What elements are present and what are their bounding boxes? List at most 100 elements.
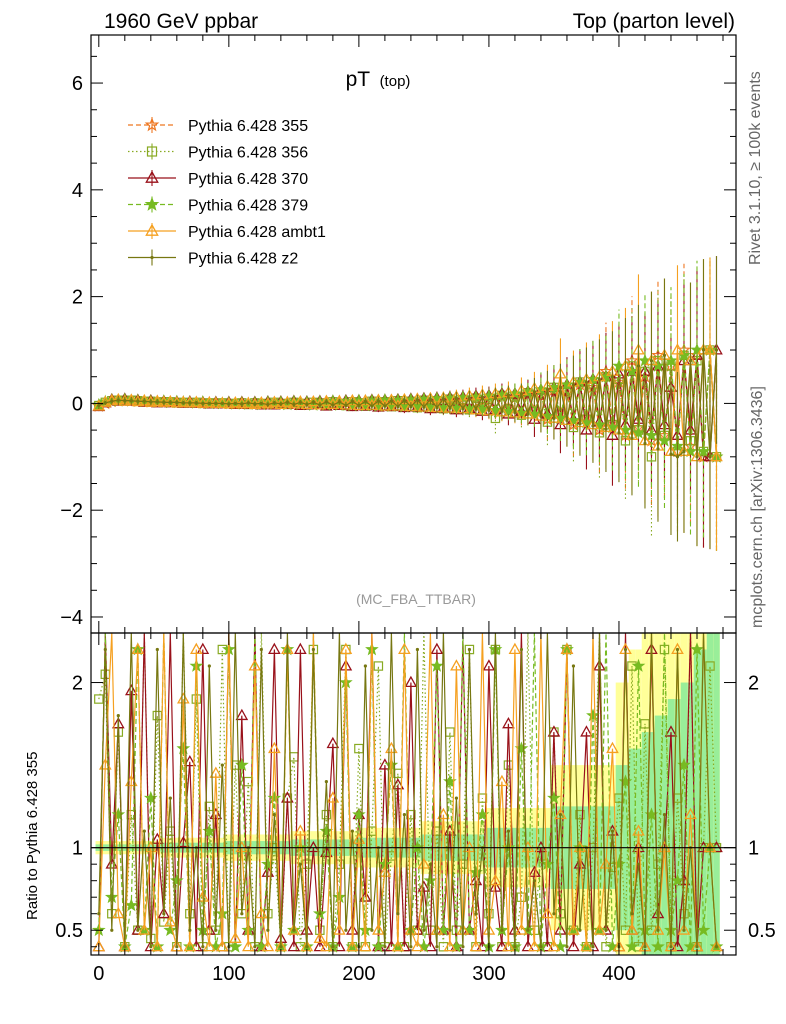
y-tick-label: −2 xyxy=(60,500,83,522)
data-point xyxy=(246,401,250,405)
plot-title-main: pT xyxy=(346,68,371,91)
ratio-point xyxy=(631,658,646,672)
data-point xyxy=(149,400,153,404)
data-point xyxy=(656,447,660,451)
data-point xyxy=(578,422,582,426)
ratio-point xyxy=(298,862,302,866)
data-point xyxy=(294,394,307,407)
data-point xyxy=(357,403,361,408)
ratio-y-tick-label-right: 1 xyxy=(748,838,759,860)
data-point xyxy=(597,377,602,381)
ratio-point xyxy=(482,659,496,671)
ratio-point xyxy=(540,856,555,870)
ratio-point xyxy=(318,912,322,916)
ratio-point xyxy=(682,928,686,932)
ratio-point xyxy=(289,752,299,762)
ratio-point xyxy=(443,939,457,952)
data-point xyxy=(630,436,634,440)
ratio-point xyxy=(311,647,315,652)
ratio-point xyxy=(201,945,205,949)
ratio-point xyxy=(268,642,281,655)
ratio-point xyxy=(163,922,178,937)
ratio-point xyxy=(324,780,328,784)
ratio-point xyxy=(604,928,608,932)
ratio-y-tick-label: 1 xyxy=(72,838,83,860)
ratio-point xyxy=(292,928,296,932)
process-label: Top (parton level) xyxy=(573,10,735,33)
ratio-point xyxy=(190,642,203,655)
ratio-point xyxy=(612,856,626,870)
ratio-point xyxy=(183,939,197,952)
ratio-point xyxy=(150,939,164,952)
data-point xyxy=(500,409,504,414)
ratio-point xyxy=(204,801,215,812)
data-point xyxy=(552,416,556,420)
data-point xyxy=(311,400,315,404)
ratio-point xyxy=(157,906,171,919)
data-point xyxy=(710,449,723,462)
data-point xyxy=(539,414,543,418)
data-point xyxy=(324,400,328,404)
ratio-point xyxy=(696,922,711,937)
ratio-point xyxy=(196,642,210,655)
ratio-point xyxy=(547,939,561,952)
data-point xyxy=(279,402,283,406)
ratio-point xyxy=(111,906,125,919)
ratio-point xyxy=(651,923,665,935)
ratio-point xyxy=(656,928,660,932)
ratio-point xyxy=(137,923,151,935)
ratio-band-1sigma xyxy=(680,682,688,955)
legend-item: Pythia 6.428 355 xyxy=(128,117,308,135)
data-point xyxy=(188,401,192,405)
ratio-point xyxy=(370,928,374,932)
ratio-point xyxy=(610,829,615,833)
ratio-point xyxy=(123,945,127,949)
data-point xyxy=(92,399,106,411)
data-point xyxy=(402,398,406,402)
data-point xyxy=(344,403,348,408)
ratio-point xyxy=(168,796,172,800)
ratio-point xyxy=(586,708,600,722)
ratio-point xyxy=(411,939,424,952)
ratio-point xyxy=(398,642,411,655)
ratio-point xyxy=(214,928,218,932)
ratio-point xyxy=(658,840,671,853)
ratio-point xyxy=(580,725,593,737)
ratio-point xyxy=(352,807,366,821)
ratio-point xyxy=(671,939,684,952)
ratio-point xyxy=(662,813,667,817)
data-point xyxy=(708,455,712,459)
ratio-point xyxy=(253,945,257,949)
legend-label: Pythia 6.428 370 xyxy=(188,171,308,188)
data-point xyxy=(242,396,255,408)
ratio-point xyxy=(175,945,179,949)
data-point xyxy=(216,396,229,408)
ratio-point xyxy=(235,840,249,853)
plot-title: pT (top) xyxy=(346,68,411,91)
data-point xyxy=(662,353,667,357)
ratio-point xyxy=(547,790,561,805)
ratio-point xyxy=(162,912,166,916)
data-point xyxy=(441,397,446,401)
ratio-point xyxy=(142,829,146,833)
ratio-band-1sigma xyxy=(706,633,714,955)
ratio-point xyxy=(191,694,202,704)
data-point xyxy=(474,407,478,411)
ratio-point xyxy=(428,862,433,866)
data-point xyxy=(688,359,693,363)
ratio-point xyxy=(502,939,515,952)
ratio-point xyxy=(675,647,680,652)
ratio-point xyxy=(677,923,691,935)
data-point xyxy=(337,400,341,404)
legend-label: Pythia 6.428 356 xyxy=(188,145,308,162)
ratio-point xyxy=(547,725,561,737)
ratio-point xyxy=(94,694,104,704)
ratio-point xyxy=(402,813,406,817)
data-point xyxy=(606,428,619,440)
data-point xyxy=(389,399,393,403)
data-point xyxy=(675,455,680,459)
series-line xyxy=(98,349,718,458)
ratio-point xyxy=(467,647,472,652)
data-point xyxy=(203,396,216,408)
